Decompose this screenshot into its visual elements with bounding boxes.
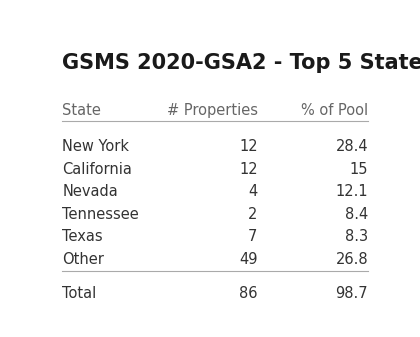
Text: Total: Total [62,286,97,301]
Text: State: State [62,103,101,118]
Text: 2: 2 [248,207,257,222]
Text: 86: 86 [239,286,257,301]
Text: 8.4: 8.4 [345,207,368,222]
Text: 15: 15 [350,162,368,177]
Text: 28.4: 28.4 [336,139,368,154]
Text: Texas: Texas [62,229,103,244]
Text: California: California [62,162,132,177]
Text: 12: 12 [239,162,257,177]
Text: 12.1: 12.1 [336,184,368,199]
Text: New York: New York [62,139,129,154]
Text: Other: Other [62,252,104,267]
Text: 4: 4 [248,184,257,199]
Text: 49: 49 [239,252,257,267]
Text: % of Pool: % of Pool [301,103,368,118]
Text: # Properties: # Properties [167,103,257,118]
Text: 26.8: 26.8 [336,252,368,267]
Text: 12: 12 [239,139,257,154]
Text: GSMS 2020-GSA2 - Top 5 States: GSMS 2020-GSA2 - Top 5 States [62,53,420,73]
Text: 98.7: 98.7 [336,286,368,301]
Text: Tennessee: Tennessee [62,207,139,222]
Text: Nevada: Nevada [62,184,118,199]
Text: 8.3: 8.3 [345,229,368,244]
Text: 7: 7 [248,229,257,244]
